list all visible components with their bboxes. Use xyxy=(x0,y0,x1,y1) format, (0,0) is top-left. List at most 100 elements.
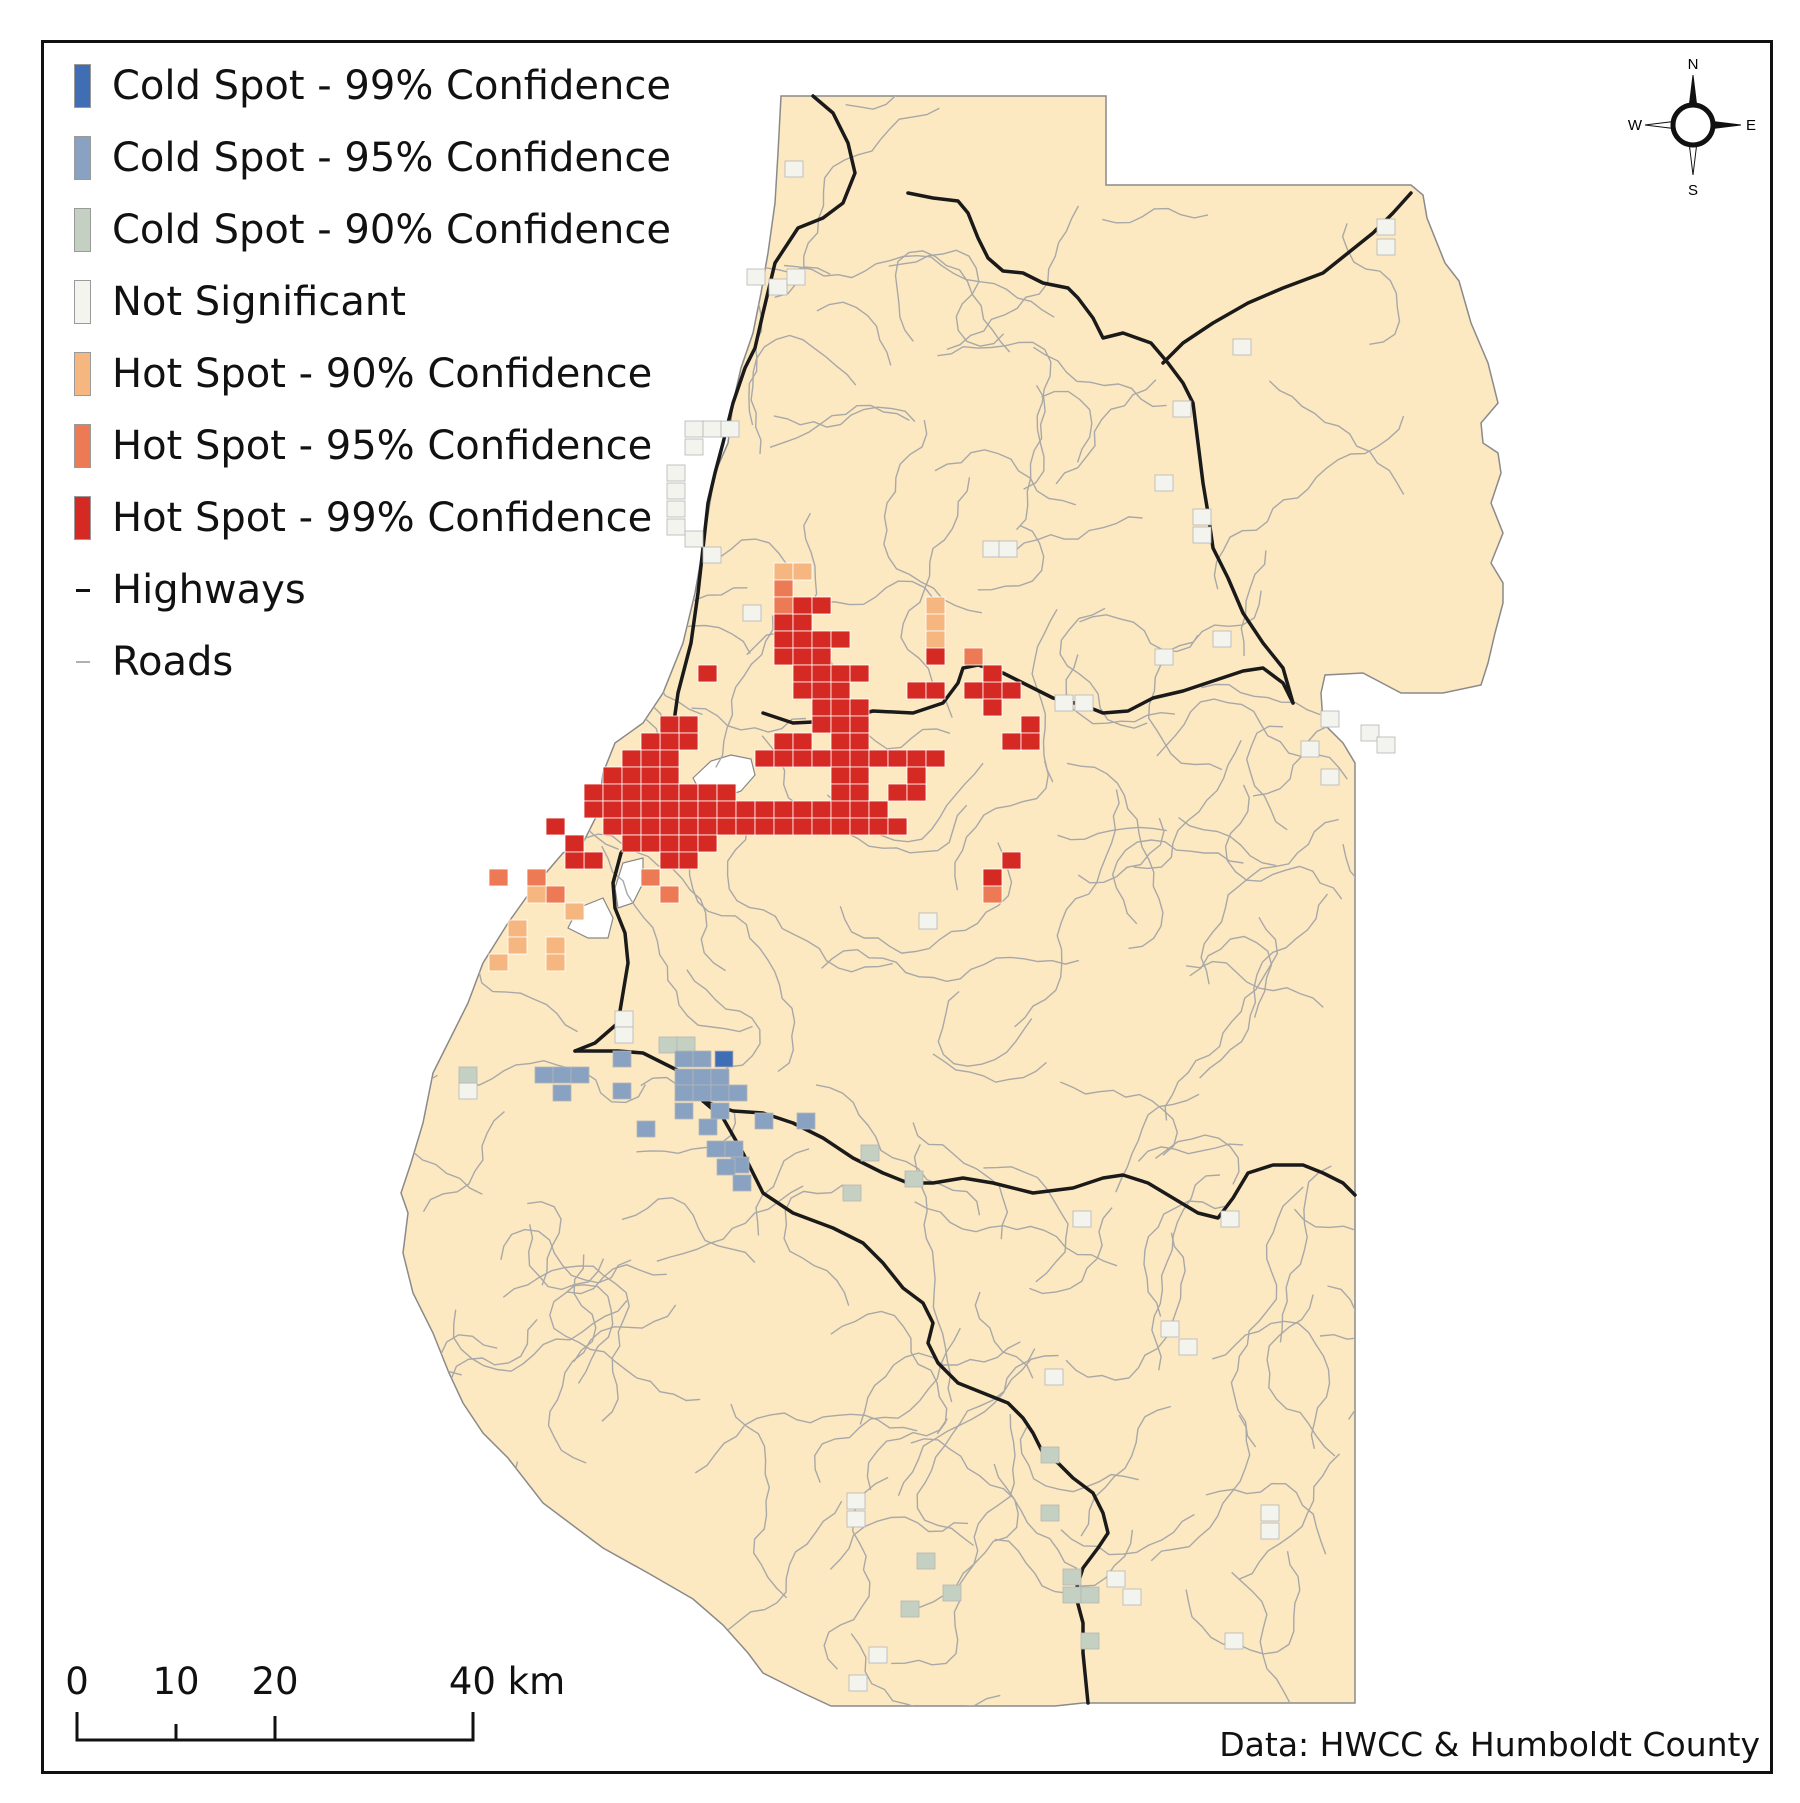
legend-label: Cold Spot - 95% Confidence xyxy=(112,135,671,181)
road-line xyxy=(601,845,753,1033)
hotspot-cell xyxy=(925,613,946,632)
hotspot-cell xyxy=(792,749,813,768)
hotspot-cell xyxy=(792,800,813,819)
hotspot-cell xyxy=(1122,1588,1142,1606)
road-line xyxy=(1245,725,1288,831)
hotspot-cell xyxy=(1320,768,1340,786)
hotspot-cell xyxy=(716,800,737,819)
hotspot-cell xyxy=(702,546,722,564)
hotspot-cell xyxy=(925,681,946,700)
hotspot-cell xyxy=(811,681,832,700)
road-line xyxy=(1231,1571,1312,1706)
road-line xyxy=(1133,739,1242,870)
road-line xyxy=(1111,839,1244,925)
road-line xyxy=(631,1697,686,1706)
hotspot-cell xyxy=(602,817,623,836)
hotspot-cell xyxy=(710,1102,730,1120)
scale-label-10: 10 xyxy=(152,1660,200,1703)
hotspot-cell xyxy=(552,1084,572,1102)
hotspot-cell xyxy=(716,783,737,802)
road-line xyxy=(1059,607,1148,729)
hotspot-cell xyxy=(659,800,680,819)
hotspot-cell xyxy=(697,664,718,683)
road-line xyxy=(527,1200,562,1286)
hotspot-cell xyxy=(860,1144,880,1162)
scale-label-0: 0 xyxy=(65,1660,89,1703)
road-line xyxy=(1268,380,1405,495)
hotspot-cell xyxy=(640,800,661,819)
hotspot-cell xyxy=(640,732,661,751)
hotspot-cell xyxy=(811,664,832,683)
legend-swatch-hot-99 xyxy=(74,496,91,540)
hotspot-cell xyxy=(868,1646,888,1664)
hotspot-cell xyxy=(1376,218,1396,236)
hotspot-cell xyxy=(728,1084,748,1102)
hotspot-cell xyxy=(906,749,927,768)
hotspot-cell xyxy=(1178,1338,1198,1356)
legend-swatch-cold-99 xyxy=(74,64,91,108)
hotspot-cell xyxy=(678,715,699,734)
hotspot-cell xyxy=(887,817,908,836)
hotspot-cell xyxy=(811,800,832,819)
hotspot-cell xyxy=(636,1120,656,1138)
road-line xyxy=(850,1633,1001,1706)
road-line xyxy=(1079,614,1199,653)
hotspot-cell xyxy=(666,482,686,500)
road-line xyxy=(1240,550,1267,657)
hotspot-cell xyxy=(830,783,851,802)
hotspot-cell xyxy=(640,817,661,836)
hotspot-cell xyxy=(674,1050,694,1068)
hotspot-cell xyxy=(982,540,1002,558)
road-line xyxy=(983,1166,1069,1283)
hotspot-cell xyxy=(849,800,870,819)
hotspot-cell xyxy=(684,438,704,456)
hotspot-cell xyxy=(678,800,699,819)
road-line xyxy=(1060,1513,1195,1556)
hotspot-cell xyxy=(868,800,889,819)
hotspot-cell xyxy=(1192,508,1212,526)
road-line xyxy=(621,1197,756,1263)
hotspot-cell xyxy=(792,664,813,683)
legend-item-highways: Highways xyxy=(74,554,671,626)
hotspot-cell xyxy=(811,715,832,734)
hotspot-cell xyxy=(1260,1504,1280,1522)
legend-label: Hot Spot - 99% Confidence xyxy=(112,495,653,541)
hotspot-cell xyxy=(906,766,927,785)
hotspot-cell xyxy=(714,1050,734,1068)
hotspot-cell xyxy=(1020,732,1041,751)
compass-s-label: S xyxy=(1688,182,1698,198)
road-line xyxy=(769,404,910,448)
hotspot-cell xyxy=(621,766,642,785)
hotspot-cell xyxy=(684,530,704,548)
hotspot-cell xyxy=(1040,1504,1060,1522)
legend-item-cold-99: Cold Spot - 99% Confidence xyxy=(74,50,671,122)
hotspot-cell xyxy=(887,783,908,802)
road-line xyxy=(527,1224,605,1291)
hotspot-cell xyxy=(659,834,680,853)
hotspot-cell xyxy=(868,817,889,836)
hotspot-cell xyxy=(868,749,889,768)
hotspot-cell xyxy=(621,817,642,836)
road-line xyxy=(1143,1200,1229,1317)
hotspot-cell xyxy=(925,596,946,615)
hotspot-grid xyxy=(458,160,1396,1692)
hotspot-cell xyxy=(792,630,813,649)
hotspot-cell xyxy=(534,1066,554,1084)
road-line xyxy=(1066,762,1164,950)
hotspot-cell xyxy=(621,834,642,853)
road-line xyxy=(1189,935,1273,1018)
road-line xyxy=(730,1403,788,1599)
road-line xyxy=(859,1341,1021,1425)
hotspot-cell xyxy=(830,732,851,751)
road-line xyxy=(1031,608,1058,783)
road-line xyxy=(401,1526,492,1676)
map-canvas[interactable] xyxy=(3,3,1800,1803)
hotspot-cell xyxy=(545,817,566,836)
road-line xyxy=(894,250,1011,353)
road-line xyxy=(694,1412,918,1474)
legend-road-line xyxy=(74,640,91,684)
hotspot-cell xyxy=(659,749,680,768)
road-line xyxy=(900,477,971,718)
legend-label: Roads xyxy=(112,639,234,685)
hotspot-cell xyxy=(1062,1586,1082,1604)
